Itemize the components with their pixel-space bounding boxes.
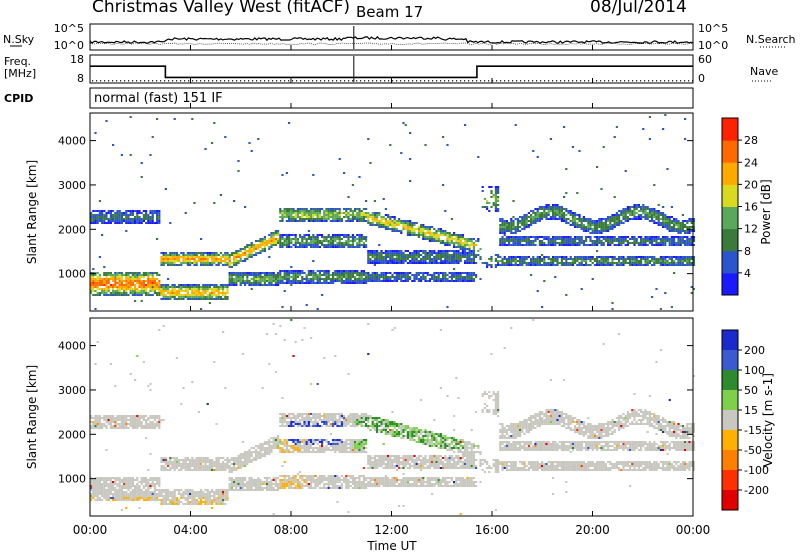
cpid-label: CPID bbox=[4, 92, 33, 105]
colorbar-tick-label: 28 bbox=[744, 134, 758, 147]
colorbar-tick-label: 100 bbox=[744, 364, 765, 377]
colorbar-segment bbox=[722, 140, 738, 163]
colorbar-tick-label: -50 bbox=[744, 444, 762, 457]
colorbar-tick-label: 4 bbox=[744, 267, 751, 280]
velocity-ylabel: Slant Range [km] bbox=[25, 365, 39, 469]
velocity-colorbar-label: Velocity [m s-1] bbox=[761, 373, 775, 467]
mhz-label: [MHz] bbox=[4, 67, 36, 80]
colorbar-tick-label: 200 bbox=[744, 344, 765, 357]
x-tick-label: 12:00 bbox=[374, 523, 409, 537]
colorbar-tick-label: -100 bbox=[744, 464, 769, 477]
mode-label: normal (fast) 151 IF bbox=[94, 91, 223, 106]
freq-right-tick-bottom: 0 bbox=[698, 72, 705, 85]
colorbar-segment bbox=[722, 490, 738, 511]
velocity-colorbar: 200 100 50 15 -15 -50 -100 -200 bbox=[721, 329, 769, 511]
colorbar-segment bbox=[722, 450, 738, 471]
colorbar-segment bbox=[722, 162, 738, 185]
colorbar-segment bbox=[722, 350, 738, 371]
noise-right-tick-bottom: 10^0 bbox=[698, 39, 728, 52]
x-axis-label: Time UT bbox=[366, 539, 417, 553]
power-ytick-label: 4000 bbox=[58, 135, 86, 148]
power-colorbar: 4 8 12 16 20 24 28 bbox=[721, 117, 758, 296]
power-colorbar-label: Power [dB] bbox=[759, 179, 773, 244]
freq-left-tick-bottom: 8 bbox=[77, 72, 84, 85]
noise-left-tick-top: 10^5 bbox=[54, 22, 84, 35]
noise-right-tick-top: 10^5 bbox=[698, 22, 728, 35]
nave-label: Nave bbox=[750, 65, 778, 78]
colorbar-tick-label: -15 bbox=[744, 424, 762, 437]
power-ytick-label: 2000 bbox=[58, 223, 86, 236]
colorbar-segment bbox=[722, 272, 738, 296]
colorbar-segment bbox=[722, 470, 738, 491]
chart-title: Christmas Valley West (fitACF) bbox=[92, 0, 351, 17]
noise-left-tick-bottom: 10^0 bbox=[54, 39, 84, 52]
freq-left-tick-top: 18 bbox=[70, 53, 84, 66]
colorbar-segment bbox=[722, 330, 738, 351]
colorbar-tick-label: 15 bbox=[744, 404, 758, 417]
freq-label: Freq. bbox=[4, 55, 31, 68]
colorbar-segment bbox=[722, 250, 738, 274]
freq-right-tick-top: 60 bbox=[698, 53, 712, 66]
colorbar-tick-label: 8 bbox=[744, 245, 751, 258]
x-tick-label: 00:00 bbox=[73, 523, 108, 537]
beam-label: Beam 17 bbox=[356, 3, 424, 21]
colorbar-tick-label: 20 bbox=[744, 178, 758, 191]
colorbar-tick-label: -200 bbox=[744, 484, 769, 497]
velocity-ytick-label: 2000 bbox=[58, 428, 86, 441]
x-tick-label: 00:00 bbox=[676, 523, 711, 537]
power-ylabel: Slant Range [km] bbox=[25, 160, 39, 264]
colorbar-segment bbox=[722, 206, 738, 230]
colorbar-tick-label: 12 bbox=[744, 223, 758, 236]
power-ytick-label: 3000 bbox=[58, 179, 86, 192]
colorbar-segment bbox=[722, 410, 738, 431]
x-tick-label: 16:00 bbox=[475, 523, 510, 537]
x-tick-label: 08:00 bbox=[274, 523, 309, 537]
colorbar-segment bbox=[722, 118, 738, 141]
velocity-ytick-label: 1000 bbox=[58, 473, 86, 486]
nsky-label: N.Sky bbox=[3, 33, 35, 46]
colorbar-tick-label: 16 bbox=[744, 201, 758, 214]
nsearch-label: N.Search bbox=[746, 33, 796, 46]
colorbar-segment bbox=[722, 370, 738, 391]
colorbar-segment bbox=[722, 390, 738, 411]
colorbar-tick-label: 50 bbox=[744, 384, 758, 397]
noise-series bbox=[89, 26, 694, 49]
date-label: 08/Jul/2014 bbox=[590, 0, 687, 17]
colorbar-segment bbox=[722, 228, 738, 252]
power-ytick-label: 1000 bbox=[58, 268, 86, 281]
velocity-ytick-label: 3000 bbox=[58, 384, 86, 397]
colorbar-segment bbox=[722, 184, 738, 207]
velocity-heatmap bbox=[90, 319, 695, 515]
power-heatmap bbox=[90, 114, 695, 310]
x-tick-label: 20:00 bbox=[575, 523, 610, 537]
frequency-series bbox=[90, 56, 694, 82]
colorbar-tick-label: 24 bbox=[744, 156, 758, 169]
x-tick-label: 04:00 bbox=[173, 523, 208, 537]
velocity-ytick-label: 4000 bbox=[58, 340, 86, 353]
colorbar-segment bbox=[722, 430, 738, 451]
